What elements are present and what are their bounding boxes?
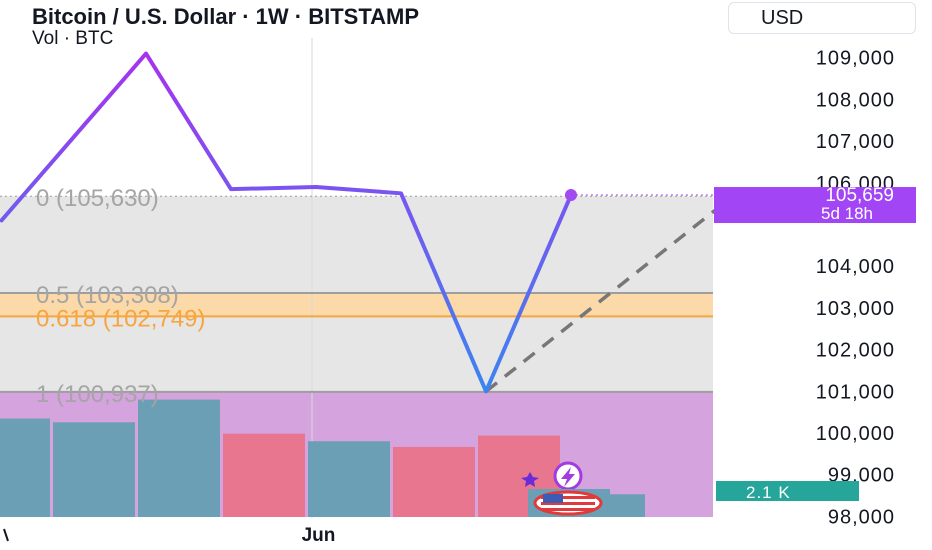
fib-label-0: 0 (105,630) bbox=[36, 185, 159, 212]
price-tick-label: 102,000 bbox=[816, 340, 895, 362]
price-tick-label: 98,000 bbox=[828, 506, 895, 528]
price-tick-label: 108,000 bbox=[816, 89, 895, 111]
price-tick-label: 101,000 bbox=[816, 381, 895, 403]
price-line bbox=[0, 51, 573, 394]
projection-line bbox=[484, 208, 717, 393]
chart-title: Bitcoin / U.S. Dollar · 1W · BITSTAMP bbox=[32, 4, 420, 29]
volume-bar bbox=[138, 399, 220, 517]
volume-bar bbox=[393, 446, 475, 517]
fib-label-1: 1 (100,937) bbox=[36, 381, 159, 408]
volume-value-badge bbox=[716, 481, 859, 501]
price-tick-label: 104,000 bbox=[816, 256, 895, 278]
time-tick-label: Jun bbox=[302, 525, 336, 546]
price-tick-label: 100,000 bbox=[816, 423, 895, 445]
fib-label-0-5: 0.5 (103,308) bbox=[36, 282, 179, 309]
volume-indicator-label[interactable]: Vol · BTC bbox=[32, 28, 114, 49]
price-tick-label: 103,000 bbox=[816, 298, 895, 320]
currency-button[interactable]: USD bbox=[728, 2, 916, 34]
last-price-value: 105,659 bbox=[825, 185, 894, 206]
volume-bar bbox=[0, 418, 50, 517]
volume-bar bbox=[53, 422, 135, 517]
price-tick-label: 109,000 bbox=[816, 48, 895, 70]
fib-label-0-618: 0.618 (102,749) bbox=[36, 305, 205, 332]
time-tick-fragment bbox=[3, 528, 9, 542]
volume-bar bbox=[223, 433, 305, 517]
bar-countdown: 5d 18h bbox=[821, 204, 873, 223]
volume-value-label: 2.1 K bbox=[746, 483, 791, 502]
time-axis-panel bbox=[0, 518, 713, 550]
last-price-badge[interactable] bbox=[714, 187, 916, 224]
price-axis-panel bbox=[714, 38, 932, 550]
volume-bar bbox=[308, 441, 390, 517]
price-tick-label: 107,000 bbox=[816, 131, 895, 153]
us-flag-icon[interactable] bbox=[528, 489, 610, 517]
fib-band-05-0618 bbox=[0, 293, 713, 318]
